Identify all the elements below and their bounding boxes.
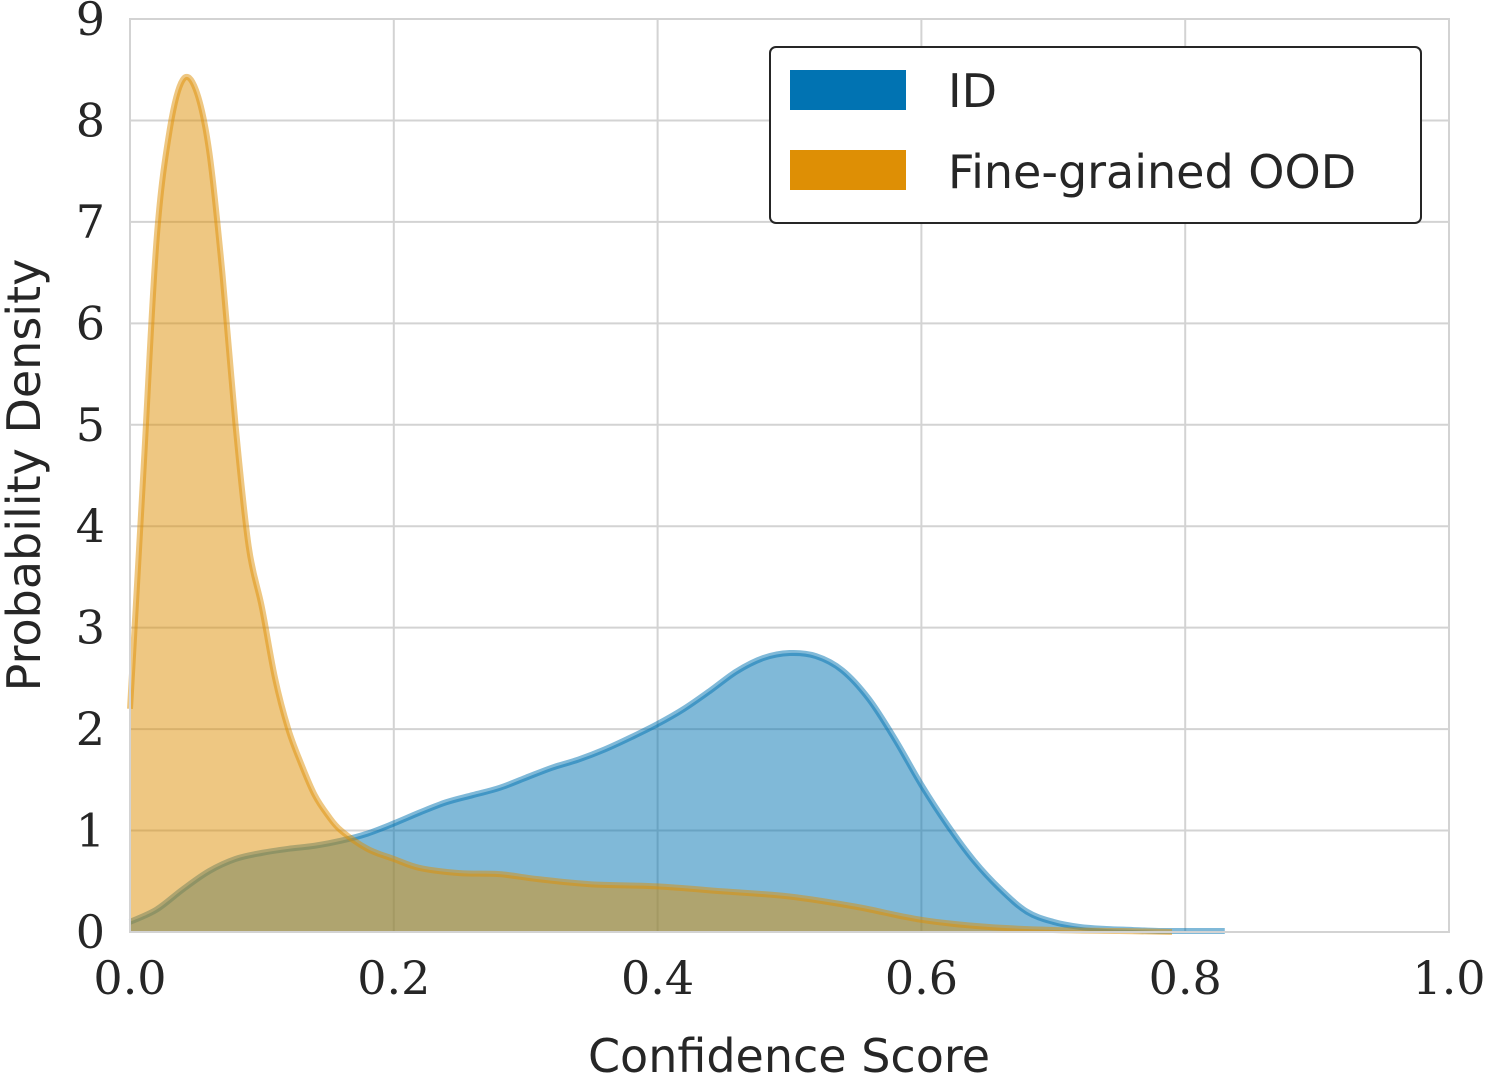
legend-label-fine-grained-ood: Fine-grained OOD	[948, 145, 1356, 199]
y-tick-label: 3	[76, 601, 105, 655]
y-tick-label: 8	[76, 93, 105, 147]
x-tick-label: 1.0	[1412, 951, 1485, 1005]
legend-swatch-fine-grained-ood	[790, 150, 906, 190]
y-axis-label: Probability Density	[0, 259, 51, 692]
x-axis-label: Confidence Score	[588, 1029, 990, 1083]
y-tick-label: 9	[76, 0, 105, 46]
x-tick-label: 0.2	[357, 951, 430, 1005]
density-line-fine-grained-ood	[127, 73, 1173, 935]
axes: 0.0 0.2 0.4 0.6 0.8 1.0 0 1 2 3 4 5 6 7 8 9	[76, 0, 1485, 1005]
x-tick-label: 0.8	[1149, 951, 1222, 1005]
x-tick-label: 0.4	[621, 951, 694, 1005]
plot-frame	[129, 18, 1450, 933]
y-tick-label: 0	[76, 905, 105, 959]
x-tick-label: 0.6	[885, 951, 958, 1005]
legend-swatch-id	[790, 70, 906, 110]
y-tick-label: 1	[76, 804, 105, 858]
y-tick-label: 5	[76, 398, 105, 452]
legend-label-id: ID	[948, 64, 997, 118]
legend-box	[769, 46, 1422, 224]
y-tick-label: 4	[76, 499, 105, 553]
y-tick-label: 6	[76, 296, 105, 350]
density-areas	[127, 73, 1225, 935]
density-area-fine-grained-ood	[130, 76, 1173, 933]
y-tick-label: 7	[76, 195, 105, 249]
y-tick-label: 2	[76, 702, 105, 756]
legend: ID Fine-grained OOD	[769, 46, 1422, 224]
x-tick-label: 0.0	[93, 951, 166, 1005]
